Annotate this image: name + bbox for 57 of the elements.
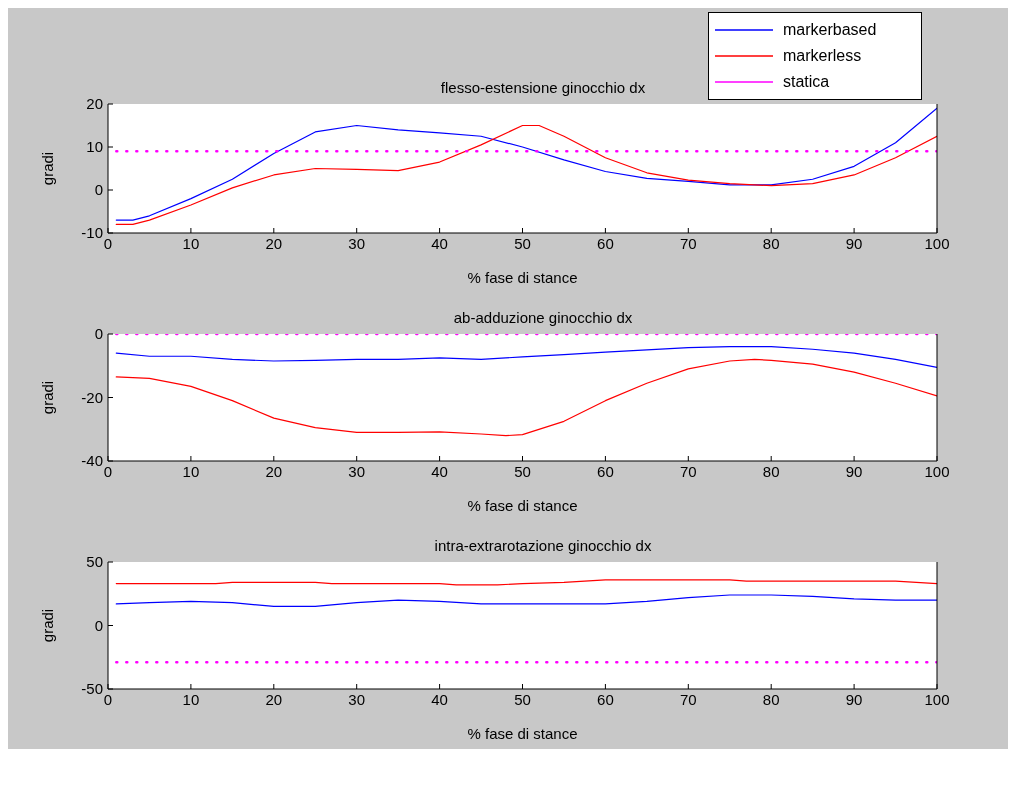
x-tick-label: 80: [762, 462, 780, 480]
line-series: [115, 124, 937, 225]
y-tick-label: 10: [86, 138, 103, 156]
line-series: [115, 358, 937, 437]
y-tick-label: -40: [81, 452, 103, 470]
x-tick-label: 50: [514, 234, 531, 252]
x-tick-label: 20: [265, 234, 283, 252]
x-tick-label: 30: [348, 462, 366, 480]
x-tick-label: 50: [514, 690, 531, 708]
line-series: [115, 107, 937, 221]
y-tick-label: -10: [81, 224, 103, 242]
x-tick-label: 30: [348, 234, 366, 252]
legend-label: markerbased: [783, 20, 877, 40]
x-tick-label: 30: [348, 690, 366, 708]
y-tick-label: -50: [81, 680, 103, 698]
x-tick-label: 100: [924, 462, 950, 480]
x-tick-label: 60: [597, 462, 614, 480]
x-tick-label: 90: [845, 462, 863, 480]
x-tick-label: 10: [182, 234, 200, 252]
legend-label: statica: [783, 72, 830, 92]
x-tick-label: 40: [431, 690, 448, 708]
x-tick-label: 100: [924, 690, 950, 708]
x-tick-label: 100: [924, 234, 950, 252]
y-tick-label: 50: [86, 553, 103, 571]
x-tick-label: 20: [265, 690, 283, 708]
chart-title: intra-extrarotazione ginocchio dx: [433, 537, 653, 554]
x-tick-label: 60: [597, 234, 614, 252]
x-tick-label: 10: [182, 462, 200, 480]
y-tick-label: 0: [94, 325, 103, 343]
y-axis-title: gradi: [39, 380, 57, 415]
x-axis-title: % fase di stance: [467, 725, 578, 742]
x-tick-label: 80: [762, 234, 780, 252]
x-axis-title: % fase di stance: [467, 497, 578, 514]
line-series: [115, 594, 937, 608]
x-tick-label: 80: [762, 690, 780, 708]
x-tick-label: 90: [845, 690, 863, 708]
chart-title: ab-adduzione ginocchio dx: [452, 309, 634, 326]
x-tick-label: 40: [431, 234, 448, 252]
x-tick-label: 50: [514, 462, 531, 480]
y-tick-label: 0: [94, 181, 103, 199]
x-tick-label: 60: [597, 690, 614, 708]
x-axis-title: % fase di stance: [467, 269, 578, 286]
line-series: [115, 346, 937, 368]
y-tick-label: -20: [81, 388, 103, 406]
y-axis-title: gradi: [39, 608, 57, 643]
x-tick-label: 70: [679, 690, 697, 708]
x-tick-label: 90: [845, 234, 863, 252]
x-tick-label: 70: [679, 234, 697, 252]
x-tick-label: 40: [431, 462, 448, 480]
chart-title: flesso-estensione ginocchio dx: [440, 79, 646, 96]
y-tick-label: 20: [86, 95, 103, 113]
x-tick-label: 70: [679, 462, 697, 480]
x-tick-label: 20: [265, 462, 283, 480]
y-axis-title: gradi: [39, 151, 57, 186]
y-tick-label: 0: [94, 616, 103, 634]
x-tick-label: 10: [182, 690, 200, 708]
legend-label: markerless: [783, 46, 862, 66]
